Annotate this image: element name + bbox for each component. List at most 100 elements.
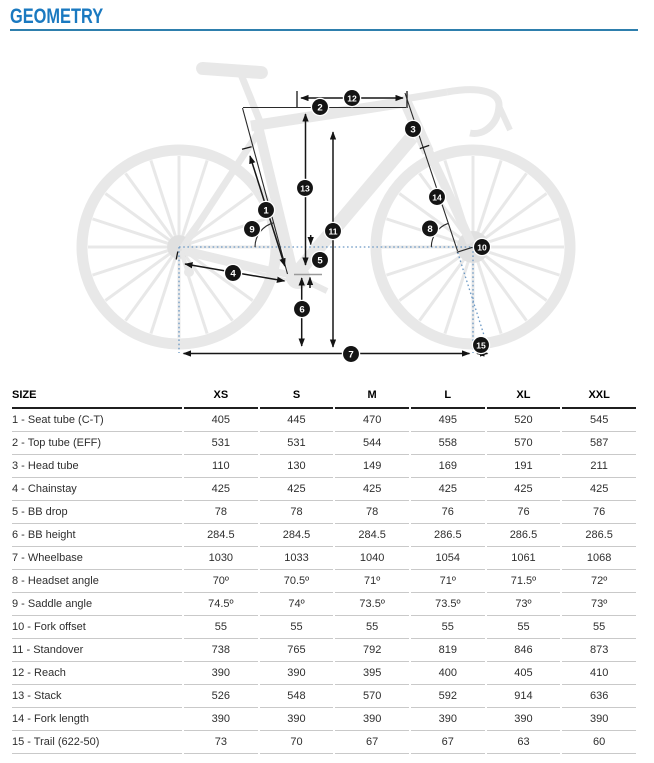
table-row: 14 - Fork length 390 390 390 390 390 390 bbox=[12, 708, 636, 731]
row-label: 3 - Head tube bbox=[12, 455, 182, 478]
cell-l: 390 bbox=[410, 708, 485, 731]
cell-l: 495 bbox=[410, 409, 485, 432]
page-title: GEOMETRY bbox=[10, 5, 104, 28]
spoke bbox=[443, 257, 471, 335]
table-row: 11 - Standover 738 765 792 819 846 873 bbox=[12, 639, 636, 662]
spoke bbox=[418, 255, 468, 322]
cell-xs: 526 bbox=[184, 685, 258, 708]
row-label: 2 - Top tube (EFF) bbox=[12, 432, 182, 455]
row-label: 11 - Standover bbox=[12, 639, 182, 662]
marker-circle bbox=[420, 219, 440, 238]
cell-m: 1040 bbox=[335, 547, 409, 570]
spoke bbox=[478, 255, 528, 322]
top-tube-silhouette bbox=[250, 96, 407, 132]
cell-l: 558 bbox=[410, 432, 485, 455]
seat-stay-silhouette bbox=[179, 128, 263, 251]
cell-xl: 914 bbox=[486, 685, 561, 708]
marker-circle bbox=[341, 344, 361, 364]
diagram-marker-3: 3 bbox=[403, 119, 423, 139]
cell-m: 570 bbox=[335, 685, 409, 708]
cell-m: 67 bbox=[335, 731, 409, 754]
baseline-dotted-lines bbox=[178, 246, 491, 353]
stem-silhouette bbox=[403, 88, 448, 103]
row-label: 1 - Seat tube (C-T) bbox=[12, 409, 182, 432]
row-label: 13 - Stack bbox=[12, 685, 182, 708]
cell-m: 78 bbox=[335, 501, 409, 524]
cell-xxl: 286.5 bbox=[562, 524, 636, 547]
cell-xl: 55 bbox=[486, 616, 561, 639]
marker-number: 9 bbox=[249, 224, 254, 235]
cell-xs: 74.5º bbox=[184, 593, 258, 616]
cell-xs: 70º bbox=[184, 570, 258, 593]
cell-xs: 531 bbox=[184, 432, 258, 455]
diagram-marker-5: 5 bbox=[310, 250, 330, 270]
table-row: 3 - Head tube 110 130 149 169 191 211 bbox=[12, 455, 636, 478]
diagram-marker-12: 12 bbox=[342, 88, 362, 108]
diagram-marker-4: 4 bbox=[223, 263, 243, 283]
cell-m: 149 bbox=[335, 455, 409, 478]
marker-number: 15 bbox=[476, 340, 486, 350]
row-label: 4 - Chainstay bbox=[12, 478, 182, 501]
cell-xl: 73º bbox=[486, 593, 561, 616]
spoke bbox=[398, 252, 465, 302]
table-row: 10 - Fork offset 55 55 55 55 55 55 bbox=[12, 616, 636, 639]
geometry-table: SIZE XS S M L XL XXL 1 - Seat tube (C-T) 405 445… bbox=[10, 384, 638, 754]
cell-s: 445 bbox=[259, 409, 334, 432]
column-header-size: SIZE bbox=[12, 384, 182, 409]
seat-post-silhouette bbox=[236, 70, 265, 126]
diagram-marker-9: 9 bbox=[242, 219, 262, 239]
cell-xl: 425 bbox=[486, 478, 561, 501]
cell-xs: 405 bbox=[184, 409, 258, 432]
cell-l: 1054 bbox=[410, 547, 485, 570]
cell-xl: 405 bbox=[486, 662, 561, 685]
cell-xs: 78 bbox=[184, 501, 258, 524]
cell-xs: 110 bbox=[184, 455, 258, 478]
cell-m: 792 bbox=[335, 639, 409, 662]
cell-l: 819 bbox=[410, 639, 485, 662]
marker-number: 3 bbox=[410, 124, 415, 135]
seat-tube-top-tick bbox=[241, 146, 252, 150]
table-row: 7 - Wheelbase 1030 1033 1040 1054 1061 1068 bbox=[12, 547, 636, 570]
marker-circle bbox=[295, 178, 315, 198]
cell-xs: 425 bbox=[184, 478, 258, 501]
cell-xxl: 390 bbox=[562, 708, 636, 731]
marker-circle bbox=[256, 200, 276, 220]
marker-circle bbox=[242, 219, 262, 239]
cell-s: 1033 bbox=[259, 547, 334, 570]
column-header-m: M bbox=[335, 384, 409, 409]
cell-l: 67 bbox=[410, 731, 485, 754]
cell-xl: 1061 bbox=[486, 547, 561, 570]
spoke bbox=[475, 257, 503, 335]
cell-xxl: 587 bbox=[562, 432, 636, 455]
fork-offset-line bbox=[456, 246, 473, 253]
marker-number: 4 bbox=[230, 268, 236, 279]
row-label: 12 - Reach bbox=[12, 662, 182, 685]
cell-xxl: 211 bbox=[562, 455, 636, 478]
cell-m: 73.5º bbox=[335, 593, 409, 616]
table-row: 1 - Seat tube (C-T) 405 445 470 495 520 545 bbox=[12, 409, 636, 432]
cell-xxl: 545 bbox=[562, 409, 636, 432]
cell-l: 71º bbox=[410, 570, 485, 593]
table-row: 4 - Chainstay 425 425 425 425 425 425 bbox=[12, 478, 636, 501]
table-row: 6 - BB height 284.5 284.5 284.5 286.5 286.5 28… bbox=[12, 524, 636, 547]
cell-xs: 73 bbox=[184, 731, 258, 754]
spoke bbox=[187, 192, 254, 242]
spoke bbox=[483, 217, 561, 245]
spoke bbox=[181, 159, 209, 237]
cell-s: 548 bbox=[259, 685, 334, 708]
derailleur-pulley-silhouette bbox=[184, 267, 194, 277]
marker-circle bbox=[310, 97, 330, 117]
diagram-marker-6: 6 bbox=[292, 299, 312, 319]
cell-s: 78 bbox=[259, 501, 334, 524]
cell-l: 425 bbox=[410, 478, 485, 501]
diagram-marker-8: 8 bbox=[420, 219, 440, 238]
cell-xxl: 425 bbox=[562, 478, 636, 501]
header-row: SIZE XS S M L XL XXL bbox=[12, 384, 636, 409]
spoke bbox=[124, 172, 174, 239]
cell-s: 284.5 bbox=[259, 524, 334, 547]
cell-xl: 520 bbox=[486, 409, 561, 432]
cell-xl: 846 bbox=[486, 639, 561, 662]
column-header-xxl: XXL bbox=[562, 384, 636, 409]
marker-number: 7 bbox=[348, 349, 353, 360]
